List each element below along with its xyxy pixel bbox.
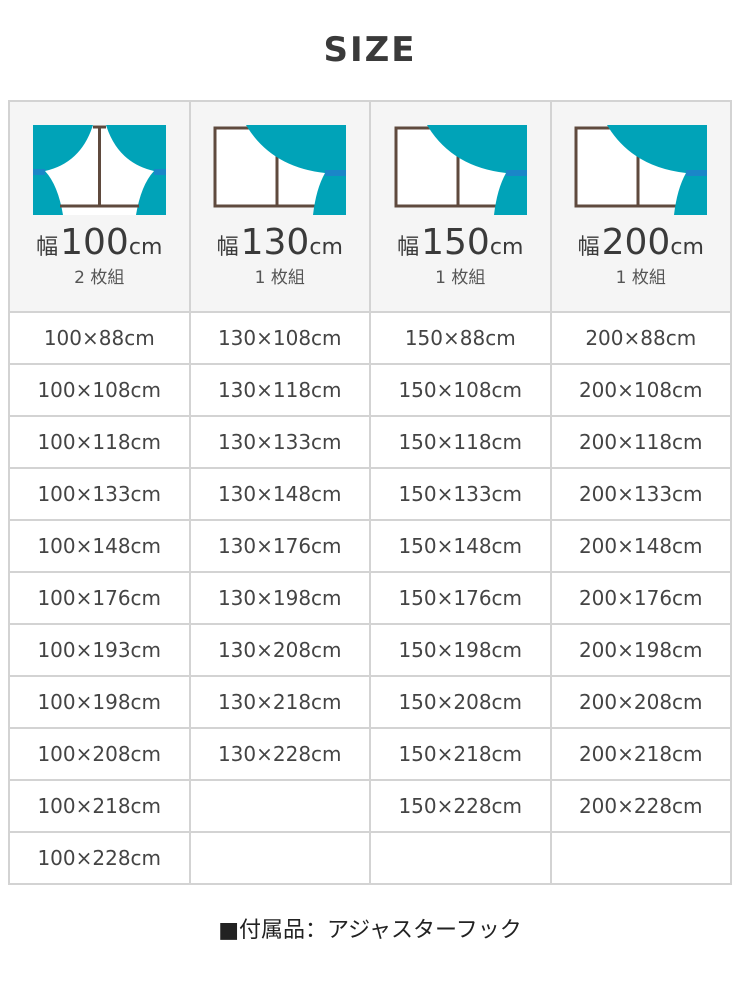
- width-prefix: 幅: [216, 235, 239, 260]
- empty-cell: [190, 833, 371, 885]
- panel-count: 1 枚組: [615, 268, 666, 288]
- size-cell: 130×228cm: [190, 729, 371, 781]
- empty-cell: [371, 833, 552, 885]
- width-unit: cm: [670, 235, 704, 260]
- width-prefix: 幅: [397, 235, 420, 260]
- column-header-100: 幅 100 cm 2 枚組: [10, 102, 191, 313]
- size-cell: 150×198cm: [371, 625, 552, 677]
- size-cell: 150×228cm: [371, 781, 552, 833]
- size-cell: 130×133cm: [190, 417, 371, 469]
- size-cell: 200×228cm: [551, 781, 732, 833]
- width-value: 150: [421, 222, 490, 263]
- double-curtain-icon: [32, 125, 166, 215]
- size-cell: 150×88cm: [371, 313, 552, 365]
- size-cell: 130×148cm: [190, 469, 371, 521]
- size-cell: 200×133cm: [551, 469, 732, 521]
- panel-count: 1 枚組: [435, 268, 486, 288]
- panel-count: 2 枚組: [74, 268, 125, 288]
- size-cell: 130×208cm: [190, 625, 371, 677]
- size-cell: 100×208cm: [10, 729, 191, 781]
- width-value: 100: [60, 222, 129, 263]
- column-header-200: 幅 200 cm 1 枚組: [551, 102, 732, 313]
- width-label: 幅 130 cm: [217, 225, 343, 261]
- size-cell: 200×198cm: [551, 625, 732, 677]
- size-cell: 200×148cm: [551, 521, 732, 573]
- size-cell: 100×88cm: [10, 313, 191, 365]
- size-cell: 100×118cm: [10, 417, 191, 469]
- size-cell: 100×218cm: [10, 781, 191, 833]
- width-value: 130: [240, 222, 310, 263]
- empty-cell: [551, 833, 732, 885]
- width-label: 幅 100 cm: [36, 225, 162, 261]
- accessory-note: ■付属品：アジャスターフック: [218, 918, 522, 943]
- width-prefix: 幅: [577, 235, 600, 260]
- column-header-150: 幅 150 cm 1 枚組: [371, 102, 552, 313]
- size-cell: 100×228cm: [10, 833, 191, 885]
- size-cell: 200×176cm: [551, 573, 732, 625]
- size-cell: 150×133cm: [371, 469, 552, 521]
- width-value: 200: [601, 222, 671, 263]
- size-cell: 130×176cm: [190, 521, 371, 573]
- size-cell: 150×118cm: [371, 417, 552, 469]
- size-cell: 100×176cm: [10, 573, 191, 625]
- size-cell: 150×148cm: [371, 521, 552, 573]
- size-cell: 150×108cm: [371, 365, 552, 417]
- single-curtain-icon: [213, 125, 347, 215]
- size-cell: 150×208cm: [371, 677, 552, 729]
- size-cell: 100×198cm: [10, 677, 191, 729]
- size-cell: 130×108cm: [190, 313, 371, 365]
- width-label: 幅 150 cm: [397, 225, 523, 261]
- width-label: 幅 200 cm: [578, 225, 704, 261]
- size-cell: 100×193cm: [10, 625, 191, 677]
- size-cell: 200×88cm: [551, 313, 732, 365]
- size-cell: 100×108cm: [10, 365, 191, 417]
- size-cell: 100×148cm: [10, 521, 191, 573]
- size-cell: 200×208cm: [551, 677, 732, 729]
- single-curtain-icon: [574, 125, 708, 215]
- column-header-130: 幅 130 cm 1 枚組: [190, 102, 371, 313]
- size-cell: 100×133cm: [10, 469, 191, 521]
- single-curtain-icon: [394, 125, 527, 215]
- width-unit: cm: [309, 235, 343, 260]
- size-cell: 200×218cm: [551, 729, 732, 781]
- page-title: SIZE: [323, 30, 417, 70]
- panel-count: 1 枚組: [254, 268, 305, 288]
- width-unit: cm: [128, 235, 163, 260]
- width-unit: cm: [489, 235, 524, 260]
- empty-cell: [190, 781, 371, 833]
- size-table: 幅 100 cm 2 枚組 幅 130 cm 1 枚組 幅 150 cm 1 枚組 幅 200…: [8, 100, 732, 885]
- size-cell: 150×176cm: [371, 573, 552, 625]
- size-cell: 130×118cm: [190, 365, 371, 417]
- size-cell: 200×108cm: [551, 365, 732, 417]
- size-cell: 130×198cm: [190, 573, 371, 625]
- size-cell: 150×218cm: [371, 729, 552, 781]
- size-cell: 200×118cm: [551, 417, 732, 469]
- width-prefix: 幅: [36, 235, 59, 260]
- size-cell: 130×218cm: [190, 677, 371, 729]
